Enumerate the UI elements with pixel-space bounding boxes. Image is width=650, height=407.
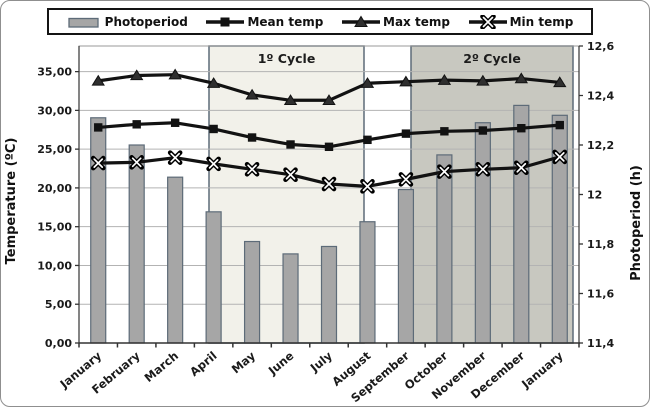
max-temp-marker-march-2	[168, 68, 182, 80]
y-right-tick-label-12-2: 12,2	[587, 139, 614, 152]
max-temp-marker-june-5	[283, 94, 298, 105]
bar-february-1	[128, 144, 145, 344]
min-temp-marker-may-4-inner	[247, 164, 257, 175]
region-label-2-cycle: 2º Cycle	[463, 51, 521, 66]
mean-temp-marker-june-5	[286, 140, 295, 149]
min-temp-marker-january-0-inner	[93, 158, 104, 168]
x-label-june-5: June	[265, 348, 297, 378]
legend: Photoperiod Mean temp Max temp Min temp	[47, 8, 593, 35]
min-temp-marker-november-10-inner	[477, 164, 488, 175]
max-temp-marker-may-4	[245, 88, 259, 100]
y-right-tick-label-12: 12	[587, 189, 602, 202]
x-label-april-3: April	[187, 349, 220, 379]
y-right-tick-label-11-8: 11,8	[587, 238, 614, 251]
bar-october-9	[436, 154, 453, 344]
y-left-tick-label-0-00: 0,00	[45, 337, 72, 350]
mean-temp-marker-november-10	[478, 126, 488, 135]
right-axis-title: Photoperiod (h)	[629, 165, 644, 281]
x-label-july-6: July	[307, 348, 335, 375]
max-temp-marker-september-8	[399, 75, 413, 87]
max-temp-marker-february-1	[129, 69, 144, 81]
legend-item-photoperiod: Photoperiod	[67, 15, 188, 29]
max-temp-marker-january-0	[91, 74, 105, 86]
legend-label: Min temp	[509, 14, 574, 29]
y-right-tick-label-11-4: 11,4	[587, 337, 614, 350]
left-axis-title: Temperature (ºC)	[4, 138, 19, 265]
min-temp-marker-december-11-inner	[516, 162, 527, 173]
bar-january-0	[90, 117, 107, 344]
region-label-1-cycle: 1º Cycle	[258, 51, 316, 66]
mean-temp-marker-december-11	[517, 123, 526, 133]
square-marker-line-icon	[206, 17, 245, 26]
max-temp-marker-november-10	[476, 74, 490, 86]
min-temp-marker-june-5-inner	[285, 169, 296, 180]
legend-item-max-temp: Max temp	[341, 15, 450, 29]
y-right-tick-label-12-4: 12,4	[587, 90, 614, 103]
legend-label: Photoperiod	[104, 14, 188, 29]
min-temp-marker-february-1-inner	[131, 157, 142, 168]
mean-temp-marker-april-3	[209, 124, 218, 134]
chart-generated-content: 1º Cycle 2º Cycle 0,00 5,00 10,00 15,00 20,00 2…	[37, 40, 614, 405]
y-left-tick-label-35-00: 35,00	[37, 66, 72, 79]
max-temp-marker-july-6	[322, 94, 336, 105]
y-right-tick-label-11-6: 11,6	[587, 288, 614, 301]
y-left-tick-label-5-00: 5,00	[45, 298, 72, 311]
bar-swatch-icon	[68, 17, 99, 28]
max-temp-marker-december-11	[514, 72, 529, 84]
bar-july-6	[320, 245, 338, 344]
bar-november-10	[474, 122, 491, 344]
mean-temp-marker-july-6	[324, 142, 334, 152]
min-temp-marker-august-7-inner	[362, 181, 373, 192]
region-2-cycle	[410, 45, 574, 344]
mean-temp-marker-october-9	[440, 127, 449, 136]
min-temp-marker-april-3-inner	[208, 159, 219, 169]
mean-temp-marker-january-12	[555, 120, 564, 130]
bar-april-3	[205, 211, 222, 344]
bar-june-5	[282, 253, 299, 344]
max-temp-marker-august-7	[360, 77, 375, 88]
mean-temp-marker-september-8	[401, 129, 411, 138]
bar-may-4	[243, 240, 261, 344]
y-left-tick-label-25-00: 25,00	[37, 143, 72, 156]
mean-temp-marker-may-4	[247, 133, 257, 142]
min-temp-marker-march-2-inner	[170, 152, 181, 163]
x-label-march-2: March	[142, 349, 182, 385]
mean-temp-marker-january-0	[94, 123, 103, 132]
legend-label: Mean temp	[247, 14, 324, 29]
bar-january-12	[551, 114, 568, 344]
max-temp-marker-april-3	[206, 77, 221, 88]
bar-march-2	[167, 176, 184, 344]
min-temp-marker-july-6-inner	[324, 179, 334, 189]
max-temp-marker-january-12	[553, 76, 567, 88]
bar-december-11	[513, 104, 530, 344]
x-label-january-12: January	[518, 348, 566, 391]
legend-item-min-temp: Min temp	[468, 14, 574, 29]
y-left-tick-label-20-00: 20,00	[37, 182, 72, 195]
min-temp-marker-september-8-inner	[401, 174, 411, 185]
mean-temp-marker-february-1	[132, 120, 141, 129]
y-left-tick-label-30-00: 30,00	[37, 104, 72, 117]
legend-label: Max temp	[383, 14, 450, 29]
bar-september-8	[397, 188, 415, 344]
min-temp-marker-october-9-inner	[439, 166, 450, 177]
triangle-marker-line-icon	[342, 15, 380, 27]
x-label-may-4: May	[229, 348, 259, 376]
mean-temp-marker-march-2	[170, 118, 180, 127]
max-temp-marker-october-9	[437, 73, 452, 85]
y-right-tick-label-12-6: 12,6	[587, 40, 614, 53]
x-marker-line-icon	[468, 14, 507, 29]
min-temp-marker-january-12-inner	[554, 152, 565, 162]
mean-temp-marker-august-7	[363, 135, 372, 145]
y-left-tick-label-15-00: 15,00	[37, 221, 72, 234]
legend-item-mean-temp: Mean temp	[205, 15, 323, 29]
y-left-tick-label-10-00: 10,00	[37, 259, 72, 272]
bar-august-7	[359, 221, 376, 344]
